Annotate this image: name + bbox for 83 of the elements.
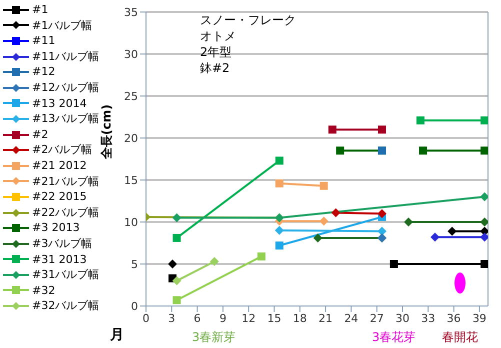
point	[313, 233, 322, 242]
legend-label: #13バルブ幅	[32, 111, 100, 127]
x-tick-label: 0	[142, 312, 150, 325]
point	[377, 226, 386, 236]
point	[172, 276, 182, 286]
x-tick-label: 39	[472, 312, 486, 325]
point	[275, 179, 284, 188]
point	[480, 116, 488, 124]
x-tick-label: 36	[446, 312, 461, 325]
x-tick-label: 3	[168, 312, 176, 325]
point	[275, 156, 284, 165]
legend-label: #2	[32, 126, 48, 142]
y-tick-label: 30	[124, 48, 138, 61]
point	[390, 260, 398, 268]
legend-label: #12バルブ幅	[32, 80, 100, 96]
legend-label: #31 2013	[32, 252, 87, 268]
chart-title: スノー・フレーク	[200, 12, 296, 28]
point	[331, 208, 340, 218]
y-tick-label: 0	[131, 300, 138, 313]
legend-label: #1	[32, 2, 48, 18]
point	[480, 260, 488, 268]
legend-label: #2バルブ幅	[32, 142, 92, 158]
legend-label: #3 2013	[32, 220, 80, 236]
legend-label: #1バルブ幅	[32, 18, 92, 34]
x-tick-label: 15	[267, 312, 282, 325]
y-tick-label: 5	[131, 258, 138, 271]
point	[404, 218, 413, 226]
legend-label: #11バルブ幅	[32, 48, 100, 64]
point	[480, 192, 488, 202]
point	[480, 232, 488, 242]
point	[480, 146, 488, 155]
point	[210, 256, 219, 266]
annotation: 鉢#2	[200, 60, 231, 76]
legend-label: #32バルブ幅	[32, 298, 100, 314]
legend-label: #3バルブ幅	[32, 236, 92, 252]
legend-label: #32	[32, 282, 56, 298]
y-axis-title: 全長(cm)	[99, 104, 114, 160]
x-tick-label: 9	[219, 312, 226, 325]
point	[448, 226, 457, 236]
point	[172, 234, 181, 242]
legend-label: #13 2014	[32, 96, 87, 112]
text: 3春新芽	[192, 329, 236, 346]
y-tick-label: 10	[124, 216, 138, 229]
annotation: 2年型	[200, 44, 233, 60]
legend-label: #12	[32, 64, 56, 80]
point	[257, 252, 266, 260]
x-tick-label: 24	[344, 312, 358, 325]
y-tick-label: 20	[124, 132, 138, 145]
point	[172, 296, 181, 304]
x-tick-label: 33	[421, 312, 436, 325]
point	[319, 216, 328, 226]
legend-label: #11	[32, 33, 56, 49]
point	[274, 226, 284, 235]
point	[378, 126, 386, 134]
point	[377, 209, 386, 218]
x-tick-label: 21	[318, 312, 333, 325]
y-tick-label: 15	[124, 174, 138, 187]
x-tick-label: 30	[396, 312, 410, 325]
x-tick-label: 6	[194, 312, 201, 325]
point	[416, 116, 424, 124]
text: 春開花	[442, 329, 478, 346]
point	[275, 242, 284, 250]
point	[172, 213, 182, 222]
point	[336, 146, 344, 155]
x-tick-label: 18	[292, 312, 307, 325]
point	[320, 182, 328, 190]
x-axis-title: 月	[110, 326, 124, 344]
point	[419, 146, 428, 155]
legend-label: #21 2012	[32, 158, 87, 174]
point	[328, 126, 336, 134]
point	[480, 218, 488, 226]
legend-label: #22バルブ幅	[32, 204, 100, 220]
x-tick-label: 27	[370, 312, 384, 325]
legend-label: #22 2015	[32, 189, 87, 205]
x-tick-label: 12	[242, 312, 256, 325]
text: オトメ	[200, 28, 237, 44]
legend-label: #31バルブ幅	[32, 267, 100, 283]
text: 3春花芽	[372, 329, 416, 346]
point	[430, 232, 440, 242]
y-tick-label: 35	[124, 6, 138, 19]
y-tick-label: 25	[124, 90, 138, 103]
point	[168, 260, 178, 268]
legend-label: #21バルブ幅	[32, 174, 100, 190]
